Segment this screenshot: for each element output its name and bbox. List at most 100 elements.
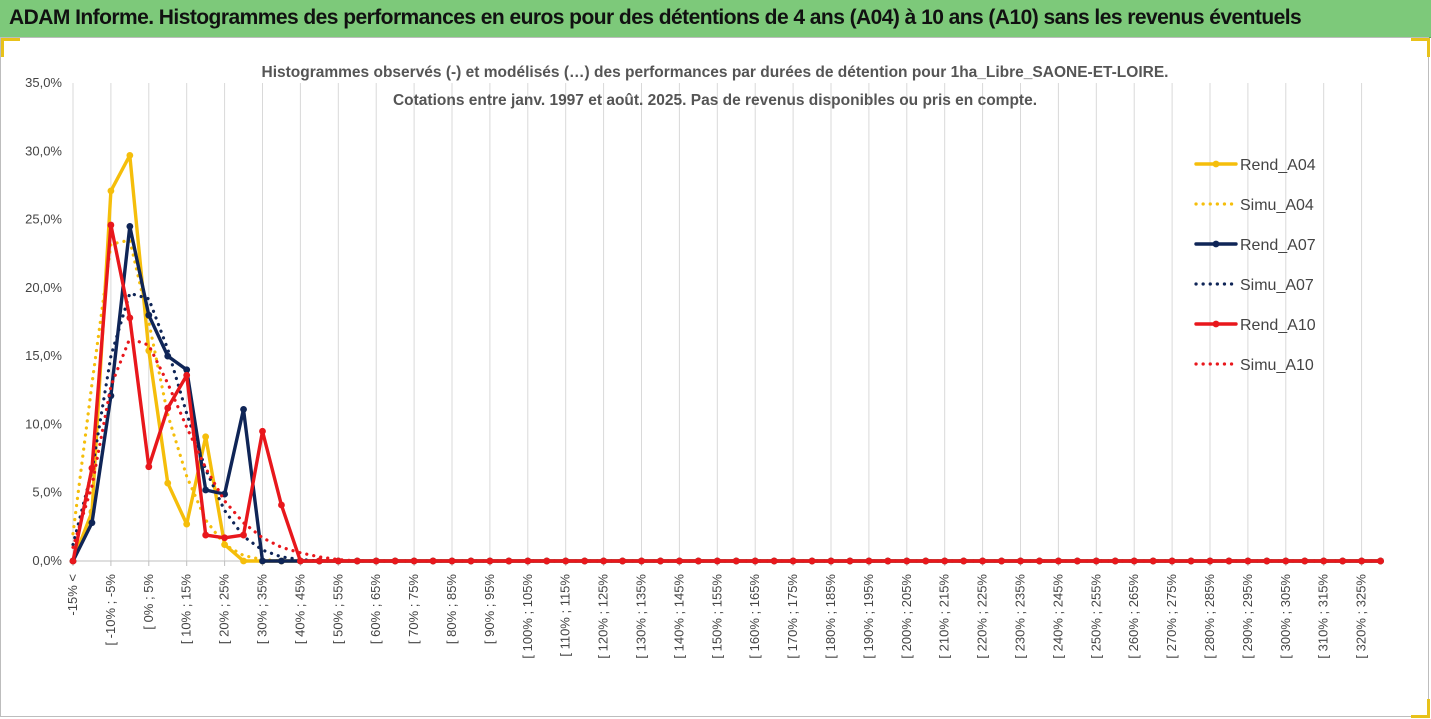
x-tick-label: [ 90% ; 95% [482, 574, 497, 645]
data-point-rend-a10 [1301, 557, 1309, 565]
data-point-rend-a10 [1187, 557, 1195, 565]
data-point-rend-a10 [164, 404, 172, 412]
legend-label-simu-a04: Simu_A04 [1240, 197, 1314, 214]
data-point-rend-a10 [315, 557, 323, 565]
series-line-rend-a10 [71, 223, 1383, 563]
x-tick-label: [ 280% ; 285% [1202, 574, 1217, 659]
data-point-rend-a10 [676, 557, 683, 565]
x-tick-label: [ 20% ; 25% [217, 574, 232, 645]
data-point-rend-a10 [88, 464, 96, 472]
chart-title-line-2: Cotations entre janv. 1997 et août. 2025… [393, 92, 1037, 109]
legend-marker-rend-a07 [1212, 240, 1220, 248]
legend-label-rend-a07: Rend_A07 [1240, 237, 1316, 254]
x-tick-label: [ 110% ; 115% [558, 574, 573, 657]
x-tick-label: [ 180% ; 185% [823, 574, 838, 659]
data-point-rend-a10 [903, 557, 911, 565]
x-tick-label: [ 190% ; 195% [861, 574, 876, 659]
x-tick-label: [ 260% ; 265% [1126, 574, 1141, 659]
data-point-rend-a10 [183, 371, 191, 379]
data-point-rend-a10 [1017, 557, 1024, 565]
data-point-rend-a10 [1206, 557, 1214, 565]
legend-marker-rend-a04 [1212, 160, 1220, 168]
data-point-rend-a04 [126, 151, 134, 159]
legend-label-simu-a07: Simu_A07 [1240, 277, 1314, 294]
x-tick-label: [ -10% ; -5% [103, 574, 118, 646]
data-point-rend-a10 [732, 557, 740, 565]
data-point-rend-a10 [922, 557, 930, 565]
x-tick-label: [ 40% ; 45% [292, 574, 307, 645]
series-line-simu-a04 [71, 238, 1383, 563]
data-point-rend-a10 [562, 557, 570, 565]
data-point-rend-a10 [240, 531, 247, 539]
data-point-rend-a10 [1036, 557, 1043, 565]
y-tick-label: 0,0% [32, 553, 62, 568]
data-point-rend-a07 [145, 311, 153, 319]
data-point-rend-a10 [1244, 557, 1252, 565]
x-tick-label: [ 50% ; 55% [330, 574, 345, 645]
x-tick-label: [ 160% ; 165% [747, 574, 762, 659]
data-point-rend-a10 [334, 557, 342, 565]
series-line-simu-a07 [71, 291, 1383, 563]
data-point-rend-a10 [391, 557, 399, 565]
data-point-rend-a10 [69, 557, 77, 565]
x-tick-label: [ 320% ; 325% [1354, 574, 1369, 659]
y-tick-label: 30,0% [25, 143, 62, 158]
y-tick-label: 10,0% [25, 416, 62, 431]
x-tick-label: [ 300% ; 305% [1278, 574, 1293, 659]
data-point-rend-a07 [240, 406, 247, 413]
x-tick-label: [ 70% ; 75% [406, 574, 421, 645]
x-tick-label: [ 220% ; 225% [975, 574, 990, 659]
data-point-rend-a04 [202, 433, 210, 441]
data-point-rend-a10 [1073, 557, 1081, 565]
report-banner: ADAM Informe. Histogrammes des performan… [0, 0, 1431, 38]
data-point-rend-a10 [619, 557, 626, 565]
data-point-rend-a10 [1263, 557, 1271, 565]
selection-handle-top-right[interactable] [1411, 38, 1430, 57]
x-tick-label: [ 100% ; 105% [520, 574, 535, 659]
x-tick-label: -15% < [65, 574, 80, 616]
y-tick-label: 20,0% [25, 280, 62, 295]
selection-handle-top-left[interactable] [1, 38, 20, 57]
data-point-rend-a04 [164, 479, 172, 487]
report-title: ADAM Informe. Histogrammes des performan… [9, 6, 1302, 29]
y-tick-label: 15,0% [25, 348, 62, 363]
data-series [69, 151, 1384, 565]
data-point-rend-a10 [1149, 557, 1157, 565]
x-tick-label: [ 230% ; 235% [1013, 574, 1028, 659]
data-point-rend-a10 [448, 557, 456, 565]
x-axis-tick-labels: -15% < [ -10% ; -5% [ 0% ; 5% [ 10% ; 15% [ … [65, 574, 1369, 659]
x-tick-label: [ 30% ; 35% [255, 574, 270, 645]
data-point-rend-a10 [1320, 557, 1328, 565]
y-tick-label: 5,0% [32, 485, 62, 500]
data-point-rend-a04 [107, 187, 115, 195]
legend-label-simu-a10: Simu_A10 [1240, 357, 1314, 374]
data-point-rend-a10 [1092, 557, 1100, 565]
legend-label-rend-a10: Rend_A10 [1240, 317, 1316, 334]
x-tick-label: [ 120% ; 125% [596, 574, 611, 659]
x-tick-label: [ 130% ; 135% [634, 574, 649, 659]
data-point-rend-a10 [107, 221, 115, 229]
x-tick-label: [ 240% ; 245% [1050, 574, 1065, 659]
data-point-rend-a07 [88, 519, 96, 527]
data-point-rend-a07 [278, 557, 285, 565]
x-tick-label: [ 150% ; 155% [709, 574, 724, 659]
data-point-rend-a10 [865, 557, 873, 565]
data-point-rend-a10 [221, 534, 229, 542]
selection-handle-bottom-right[interactable] [1411, 699, 1430, 718]
data-point-rend-a10 [505, 557, 513, 565]
data-point-rend-a04 [183, 520, 191, 528]
data-point-rend-a07 [126, 223, 134, 230]
x-tick-label: [ 60% ; 65% [368, 574, 383, 645]
data-point-rend-a10 [1377, 557, 1384, 565]
x-tick-label: [ 140% ; 145% [671, 574, 686, 659]
gridlines [72, 83, 1363, 561]
series-line-simu-a10 [71, 336, 1383, 563]
legend-marker-rend-a10 [1212, 320, 1220, 328]
y-axis-tick-labels: 0,0% 5,0% 10,0% 15,0% 20,0% 25,0% 30,0% 35,0% [25, 75, 62, 568]
x-tick-label: [ 270% ; 275% [1164, 574, 1179, 659]
x-tick-label: [ 170% ; 175% [785, 574, 800, 659]
series-line-rend-a07 [71, 224, 1383, 563]
series-line-rend-a04 [71, 153, 1383, 563]
x-tick-label: [ 200% ; 205% [899, 574, 914, 659]
